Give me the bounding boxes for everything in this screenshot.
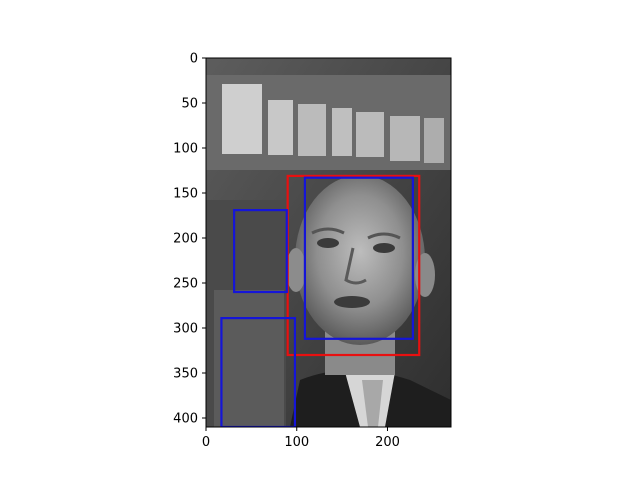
x-axis-ticks: 0 100 200: [202, 427, 400, 450]
y-tick-label: 100: [173, 142, 198, 157]
bounding-boxes: [220, 174, 421, 427]
y-tick-label: 400: [173, 412, 198, 427]
bounding-box-4: [220, 317, 297, 427]
y-tick-label: 250: [173, 277, 198, 292]
axes-frame: [205, 57, 452, 428]
y-tick-label: 300: [173, 322, 198, 337]
y-tick-label: 150: [173, 187, 198, 202]
bounding-box-2: [303, 176, 414, 340]
y-tick-label: 50: [181, 97, 198, 112]
bounding-box-3: [233, 209, 288, 294]
y-axis-ticks: 0 50 100 150 200 250 300 350 400: [173, 52, 206, 427]
y-tick-label: 0: [190, 52, 198, 67]
x-tick-label: 200: [375, 435, 400, 450]
y-tick-label: 200: [173, 232, 198, 247]
x-tick-label: 100: [284, 435, 309, 450]
x-tick-label: 0: [202, 435, 210, 450]
y-tick-label: 350: [173, 367, 198, 382]
grayscale-photo: [206, 58, 451, 427]
